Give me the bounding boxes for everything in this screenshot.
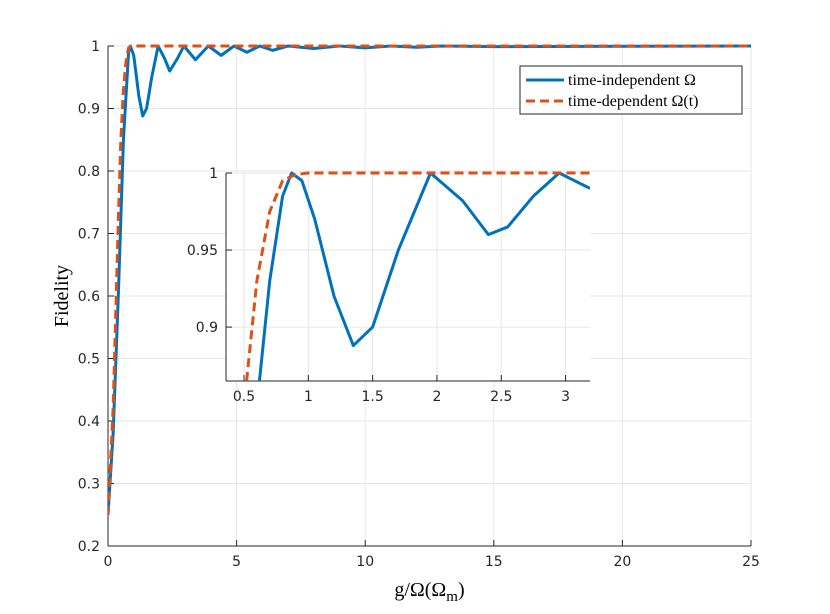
y-tick-label: 0.8 xyxy=(78,164,100,180)
y-axis-label: Fidelity xyxy=(51,265,73,327)
x-tick-label: 25 xyxy=(742,554,760,570)
y-tick-label: 1 xyxy=(91,39,100,55)
x-tick-label: 0.5 xyxy=(233,389,255,405)
x-tick-label: 2.5 xyxy=(490,389,512,405)
x-tick-label: 0 xyxy=(104,554,113,570)
y-tick-label: 0.4 xyxy=(78,414,100,430)
x-tick-label: 5 xyxy=(232,554,241,570)
x-axis-label-part: ) xyxy=(458,579,465,601)
series-line xyxy=(257,171,590,381)
y-tick-label: 0.3 xyxy=(78,477,100,493)
x-axis-label-part: g/Ω(Ω xyxy=(394,579,446,601)
x-tick-label: 15 xyxy=(485,554,503,570)
legend-label: time-independent Ω xyxy=(568,72,696,89)
plot-area xyxy=(226,173,590,381)
axes: 0.5 1 1.5 2 2.5 3 0.9 0.95 1 xyxy=(187,166,590,405)
x-tick-label: 20 xyxy=(613,554,631,570)
y-tick-label: 0.2 xyxy=(78,539,100,555)
x-tick-label: 1.5 xyxy=(361,389,383,405)
series-line xyxy=(108,44,751,515)
y-tick-label: 0.95 xyxy=(187,243,218,259)
y-tick-label: 1 xyxy=(209,166,218,182)
legend-label: time-dependent Ω(t) xyxy=(568,93,699,110)
legend-box xyxy=(519,65,743,115)
x-tick-label: 2 xyxy=(432,389,441,405)
x-axis-label: g/Ω(Ωm) xyxy=(394,579,464,605)
y-tick-label: 0.9 xyxy=(78,102,100,118)
legend: time-independent Ω time-dependent Ω(t) xyxy=(519,65,743,115)
y-tick-label: 0.9 xyxy=(196,320,218,336)
x-tick-label: 1 xyxy=(304,389,313,405)
x-tick-label: 10 xyxy=(356,554,374,570)
x-axis-label-part: m xyxy=(446,589,458,605)
series-line xyxy=(245,171,590,381)
x-tick-label: 3 xyxy=(561,389,570,405)
y-tick-label: 0.6 xyxy=(78,289,100,305)
y-tick-label: 0.5 xyxy=(78,352,100,368)
y-tick-label: 0.7 xyxy=(78,227,100,243)
